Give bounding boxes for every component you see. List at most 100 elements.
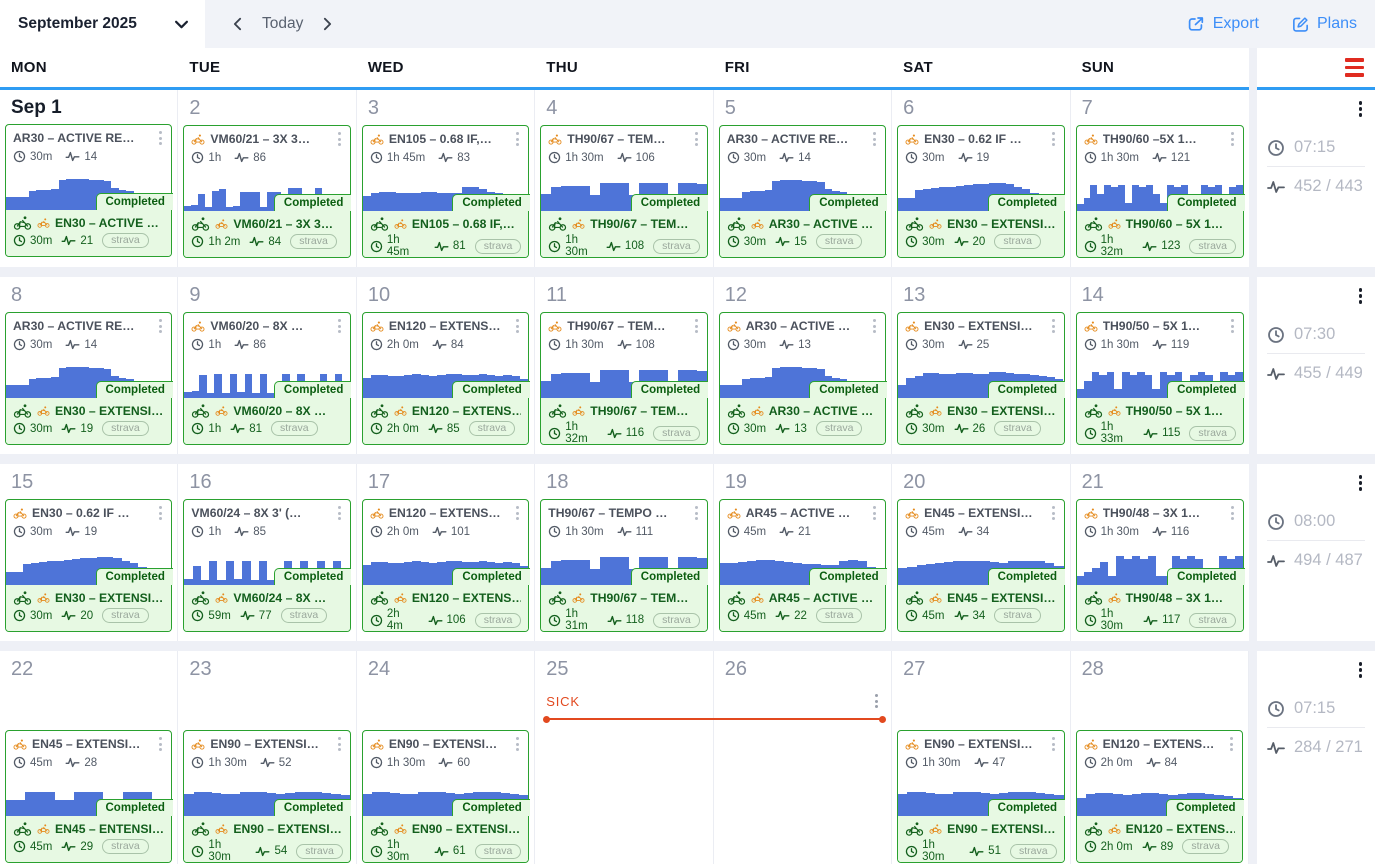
card-menu-button[interactable] xyxy=(1050,131,1057,147)
card-menu-button[interactable] xyxy=(1229,318,1236,334)
card-menu-button[interactable] xyxy=(336,318,343,334)
month-dropdown[interactable]: September 2025 xyxy=(0,0,205,48)
sick-annotation[interactable]: SICK xyxy=(543,693,887,723)
workout-card[interactable]: VM60/20 – 8X … 1h 86 Completed VM60/20 –… xyxy=(183,312,352,445)
card-menu-button[interactable] xyxy=(336,131,343,147)
week-menu-button[interactable] xyxy=(1358,101,1362,117)
card-menu-button[interactable] xyxy=(336,736,343,752)
week-menu-button[interactable] xyxy=(1358,288,1362,304)
day-cell[interactable]: 13 EN30 – EXTENSI… 30m 25 Completed xyxy=(892,277,1071,454)
export-button[interactable]: Export xyxy=(1186,14,1259,34)
card-menu-button[interactable] xyxy=(1050,505,1057,521)
day-cell[interactable]: 15 EN30 – 0.62 IF … 30m 19 Completed xyxy=(0,464,179,641)
day-cell[interactable]: 6 EN30 – 0.62 IF … 30m 19 Completed xyxy=(892,90,1071,267)
workout-card[interactable]: TH90/67 – TEM… 1h 30m 108 Completed TH90… xyxy=(540,312,709,445)
day-cell[interactable]: 16 VM60/24 – 8X 3' (… 1h 85 Completed xyxy=(178,464,357,641)
strava-tag: strava xyxy=(468,421,516,436)
planned-duration: 1h 30m xyxy=(922,756,961,769)
day-cell[interactable]: 28 EN120 – EXTENS… 2h 0m 84 Completed xyxy=(1071,651,1249,864)
workout-card[interactable]: EN120 – EXTENS… 2h 0m 84 Completed EN120… xyxy=(1075,730,1244,863)
workout-card[interactable]: EN30 – 0.62 IF … 30m 19 Completed EN30 –… xyxy=(897,125,1066,258)
workout-card[interactable]: TH90/67 – TEM… 1h 30m 106 Completed TH90… xyxy=(540,125,709,258)
workout-card[interactable]: VM60/24 – 8X 3' (… 1h 85 Completed VM60/… xyxy=(183,499,352,632)
day-cell[interactable]: 5 AR30 – ACTIVE RE… 30m 14 Completed xyxy=(714,90,893,267)
card-menu-button[interactable] xyxy=(157,318,164,334)
card-menu-button[interactable] xyxy=(1050,318,1057,334)
workout-card[interactable]: AR30 – ACTIVE RE… 30m 14 Completed EN30 … xyxy=(5,124,173,257)
card-menu-button[interactable] xyxy=(693,131,700,147)
card-menu-button[interactable] xyxy=(871,318,878,334)
workout-card[interactable]: EN90 – EXTENSI… 1h 30m 60 Completed EN90… xyxy=(361,730,530,863)
card-menu-button[interactable] xyxy=(514,505,521,521)
workout-card[interactable]: TH90/50 – 5X 1… 1h 30m 119 Completed TH9… xyxy=(1075,312,1245,445)
today-button[interactable]: Today xyxy=(262,15,304,32)
sick-menu-button[interactable] xyxy=(875,694,879,708)
workout-card[interactable]: EN90 – EXTENSI… 1h 30m 47 Completed EN90… xyxy=(897,730,1066,863)
card-menu-button[interactable] xyxy=(514,736,521,752)
workout-card[interactable]: AR30 – ACTIVE RE… 30m 14 Completed EN30 … xyxy=(5,312,173,445)
week-menu-button[interactable] xyxy=(1358,475,1362,491)
card-menu-button[interactable] xyxy=(1228,736,1235,752)
completed-badge: Completed xyxy=(1167,193,1245,211)
card-menu-button[interactable] xyxy=(157,736,164,752)
workout-card[interactable]: EN45 – EXTENSI… 45m 34 Completed EN45 – … xyxy=(897,499,1066,632)
menu-hamburger-button[interactable] xyxy=(1257,48,1375,90)
day-cell[interactable]: 20 EN45 – EXTENSI… 45m 34 Completed xyxy=(892,464,1071,641)
strava-tag: strava xyxy=(653,425,700,441)
workout-card[interactable]: TH90/67 – TEMPO … 1h 30m 111 Completed T… xyxy=(540,499,709,632)
workout-card[interactable]: EN105 – 0.68 IF,… 1h 45m 83 Completed EN… xyxy=(361,125,530,258)
prev-button[interactable] xyxy=(229,13,246,35)
day-cell[interactable]: 24 EN90 – EXTENSI… 1h 30m 60 Completed xyxy=(357,651,536,864)
card-menu-button[interactable] xyxy=(336,505,343,521)
clock-icon xyxy=(191,422,204,435)
card-menu-button[interactable] xyxy=(1229,505,1236,521)
day-cell[interactable]: 21 TH90/48 – 3X 1… 1h 30m 116 Completed xyxy=(1071,464,1249,641)
plans-button[interactable]: Plans xyxy=(1291,15,1357,34)
day-cell[interactable]: 17 EN120 – EXTENS… 2h 0m 101 Completed xyxy=(357,464,536,641)
day-cell[interactable]: 19 AR45 – ACTIVE … 45m 21 Completed xyxy=(714,464,893,641)
day-cell[interactable]: 18 TH90/67 – TEMPO … 1h 30m 111 Complete… xyxy=(535,464,714,641)
workout-card[interactable]: EN120 – EXTENS… 2h 0m 84 Completed EN120… xyxy=(361,312,530,445)
card-menu-button[interactable] xyxy=(1229,131,1236,147)
day-header-row: MON TUE WED THU FRI SAT SUN xyxy=(0,48,1375,90)
day-cell[interactable]: 12 AR30 – ACTIVE … 30m 13 Completed xyxy=(714,277,893,454)
completed-duration: 1h 30m xyxy=(386,839,410,863)
day-cell[interactable]: 10 EN120 – EXTENS… 2h 0m 84 Completed xyxy=(357,277,536,454)
workout-card[interactable]: EN90 – EXTENSI… 1h 30m 52 Completed EN90… xyxy=(183,730,352,863)
workout-card[interactable]: VM60/21 – 3X 3… 1h 86 Completed VM60/21 … xyxy=(183,125,352,258)
day-cell[interactable]: 27 EN90 – EXTENSI… 1h 30m 47 Completed xyxy=(892,651,1071,864)
card-menu-button[interactable] xyxy=(157,130,164,146)
day-cell[interactable]: 9 VM60/20 – 8X … 1h 86 Completed xyxy=(178,277,357,454)
workout-card[interactable]: AR45 – ACTIVE … 45m 21 Completed AR45 – … xyxy=(718,499,887,632)
card-menu-button[interactable] xyxy=(1050,736,1057,752)
day-cell[interactable]: 4 TH90/67 – TEM… 1h 30m 106 Completed xyxy=(535,90,714,267)
card-menu-button[interactable] xyxy=(514,131,521,147)
workout-card[interactable]: TH90/48 – 3X 1… 1h 30m 116 Completed TH9… xyxy=(1075,499,1245,632)
card-menu-button[interactable] xyxy=(693,505,700,521)
day-cell[interactable]: 3 EN105 – 0.68 IF,… 1h 45m 83 Completed xyxy=(357,90,536,267)
card-menu-button[interactable] xyxy=(871,505,878,521)
card-menu-button[interactable] xyxy=(157,505,164,521)
day-cell[interactable]: 2 VM60/21 – 3X 3… 1h 86 Completed xyxy=(178,90,357,267)
day-cell[interactable]: 7 TH90/60 –5X 1… 1h 30m 121 Completed xyxy=(1071,90,1249,267)
day-cell[interactable]: 14 TH90/50 – 5X 1… 1h 30m 119 Completed xyxy=(1071,277,1249,454)
day-cell[interactable]: 11 TH90/67 – TEM… 1h 30m 108 Completed xyxy=(535,277,714,454)
day-cell[interactable]: 22 EN45 – EXTENSI… 45m 28 Completed xyxy=(0,651,179,864)
card-menu-button[interactable] xyxy=(693,318,700,334)
card-menu-button[interactable] xyxy=(514,318,521,334)
day-cell[interactable]: 26 xyxy=(714,651,893,864)
workout-card[interactable]: AR30 – ACTIVE RE… 30m 14 Completed AR30 … xyxy=(718,125,887,258)
next-button[interactable] xyxy=(319,13,336,35)
workout-card[interactable]: EN30 – 0.62 IF … 30m 19 Completed EN30 –… xyxy=(5,499,173,632)
workout-card[interactable]: AR30 – ACTIVE … 30m 13 Completed AR30 – … xyxy=(718,312,887,445)
workout-card[interactable]: EN120 – EXTENS… 2h 0m 101 Completed EN12… xyxy=(361,499,530,632)
day-cell[interactable]: 25 xyxy=(535,651,714,864)
day-cell[interactable]: 8 AR30 – ACTIVE RE… 30m 14 Completed xyxy=(0,277,179,454)
workout-card[interactable]: EN30 – EXTENSI… 30m 25 Completed EN30 – … xyxy=(897,312,1066,445)
workout-card[interactable]: EN45 – EXTENSI… 45m 28 Completed EN45 – … xyxy=(5,730,173,863)
card-menu-button[interactable] xyxy=(871,131,878,147)
week-menu-button[interactable] xyxy=(1358,662,1362,678)
day-cell[interactable]: 23 EN90 – EXTENSI… 1h 30m 52 Completed xyxy=(178,651,357,864)
workout-card[interactable]: TH90/60 –5X 1… 1h 30m 121 Completed TH90… xyxy=(1075,125,1245,258)
day-cell[interactable]: Sep 1 AR30 – ACTIVE RE… 30m 14 Completed xyxy=(0,90,179,267)
